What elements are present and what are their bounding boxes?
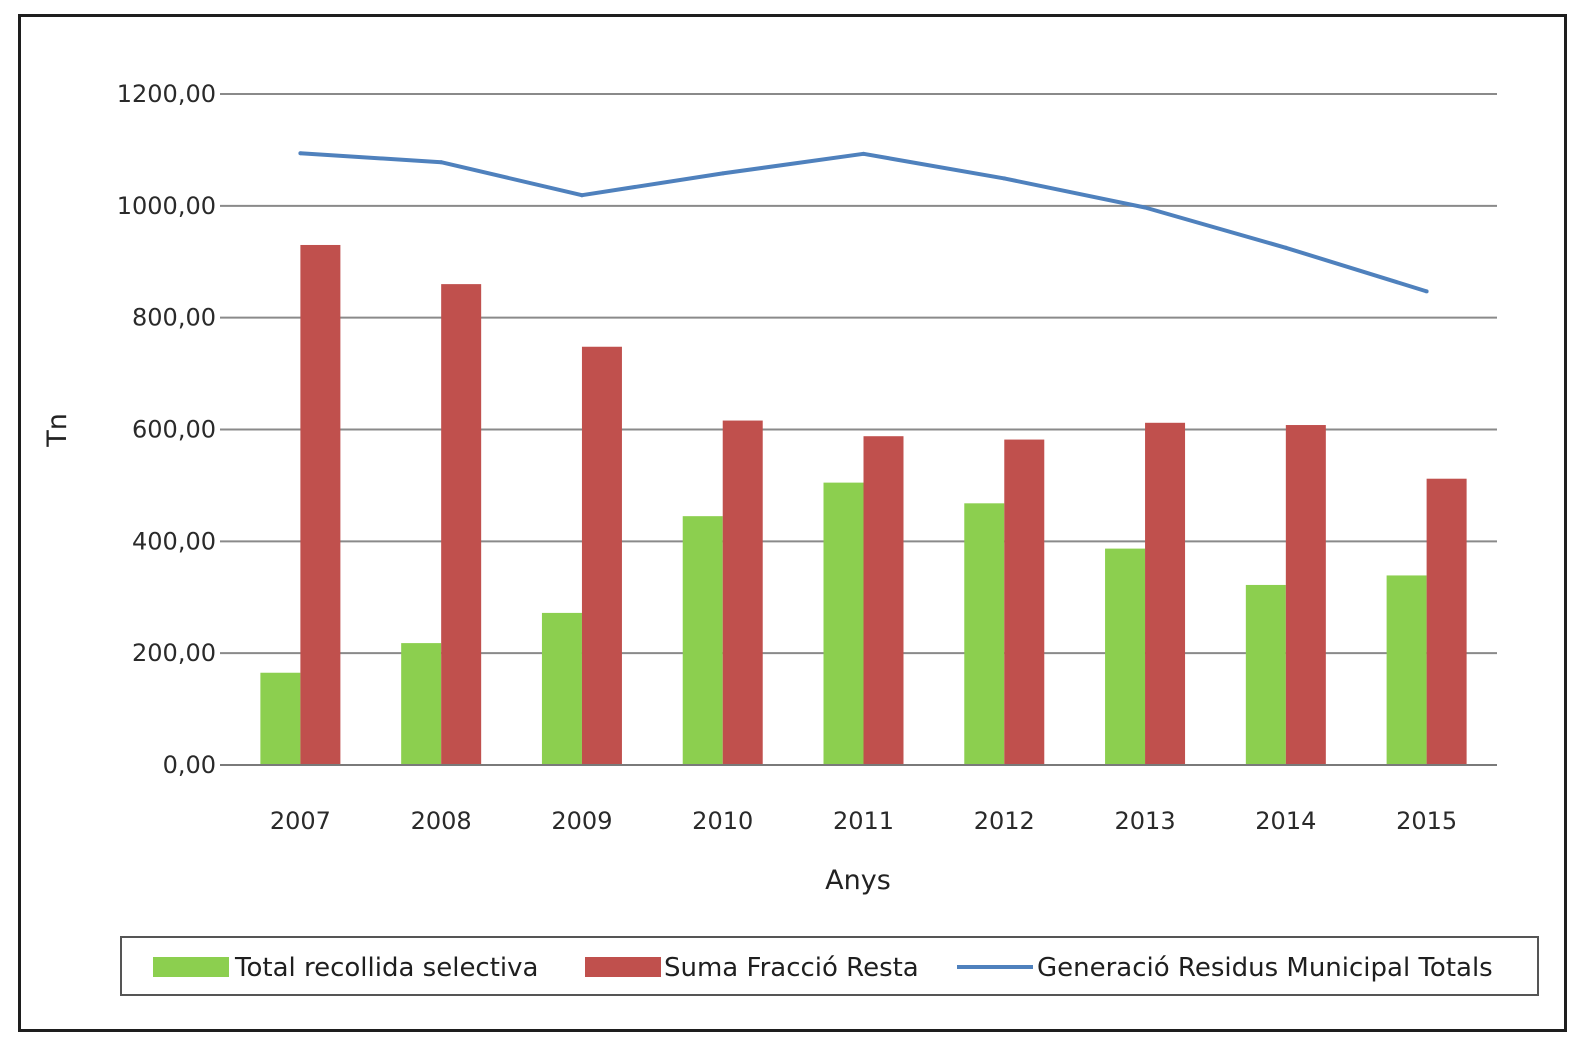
x-tick-label: 2013 xyxy=(1115,807,1176,835)
x-axis: 2007 2008 2009 2010 2011 2012 2013 2014 2015 xyxy=(220,764,1497,835)
line-point-2013 xyxy=(1143,205,1148,210)
bar-selectiva-2011 xyxy=(823,482,864,765)
bar-resta-2014 xyxy=(1285,425,1326,765)
y-axis-title: Tn xyxy=(42,413,73,448)
bar-resta-2012 xyxy=(1004,439,1045,765)
y-tick-label: 400,00 xyxy=(132,527,216,555)
x-tick-label: 2010 xyxy=(692,807,753,835)
bar-selectiva-2010 xyxy=(682,516,723,765)
x-axis-title: Anys xyxy=(825,865,891,896)
line-generacio-residus xyxy=(300,151,1428,294)
line-point-2014 xyxy=(1283,245,1288,250)
line-point-2015 xyxy=(1424,289,1429,294)
line-point-2010 xyxy=(720,171,725,176)
line-point-2008 xyxy=(439,160,444,165)
x-tick-label: 2012 xyxy=(974,807,1035,835)
legend-swatch-selectiva xyxy=(153,957,229,977)
y-tick-label: 0,00 xyxy=(163,751,216,779)
bar-resta-2008 xyxy=(441,284,482,765)
y-tick-label: 800,00 xyxy=(132,304,216,332)
x-tick-label: 2015 xyxy=(1396,807,1457,835)
y-tick-label: 1200,00 xyxy=(117,80,216,108)
bar-resta-2010 xyxy=(722,420,763,765)
bar-selectiva-2013 xyxy=(1105,548,1146,765)
legend-label-selectiva: Total recollida selectiva xyxy=(234,953,538,983)
y-tick-label: 1000,00 xyxy=(117,192,216,220)
legend-swatch-resta xyxy=(585,957,661,977)
line-point-2007 xyxy=(298,151,303,156)
bar-selectiva-2008 xyxy=(401,643,442,765)
bar-selectiva-2009 xyxy=(541,612,582,765)
y-axis: 0,00 200,00 400,00 600,00 800,00 1000,00 1200,… xyxy=(117,80,216,779)
bar-selectiva-2012 xyxy=(964,503,1005,765)
bar-resta-2009 xyxy=(581,346,622,765)
bar-resta-2013 xyxy=(1145,422,1186,765)
bar-resta-2015 xyxy=(1426,478,1467,765)
y-tick-label: 200,00 xyxy=(132,639,216,667)
bars xyxy=(260,244,1467,766)
x-tick-label: 2011 xyxy=(833,807,894,835)
x-tick-label: 2009 xyxy=(551,807,612,835)
x-tick-label: 2008 xyxy=(411,807,472,835)
bar-selectiva-2014 xyxy=(1245,584,1286,765)
line-point-2009 xyxy=(579,193,584,198)
bar-selectiva-2015 xyxy=(1386,575,1427,765)
line-series xyxy=(298,151,1429,294)
x-tick-label: 2014 xyxy=(1255,807,1316,835)
x-tick-label: 2007 xyxy=(270,807,331,835)
bar-selectiva-2007 xyxy=(260,672,301,765)
y-tick-label: 600,00 xyxy=(132,416,216,444)
legend-label-generacio: Generació Residus Municipal Totals xyxy=(1037,953,1493,983)
legend-box xyxy=(120,936,1539,996)
line-point-2011 xyxy=(861,151,866,156)
bar-resta-2007 xyxy=(300,244,341,766)
bar-resta-2011 xyxy=(863,436,904,765)
legend: Total recollida selectiva Suma Fracció R… xyxy=(120,936,1539,996)
legend-label-resta: Suma Fracció Resta xyxy=(664,953,919,983)
line-point-2012 xyxy=(1002,176,1007,181)
